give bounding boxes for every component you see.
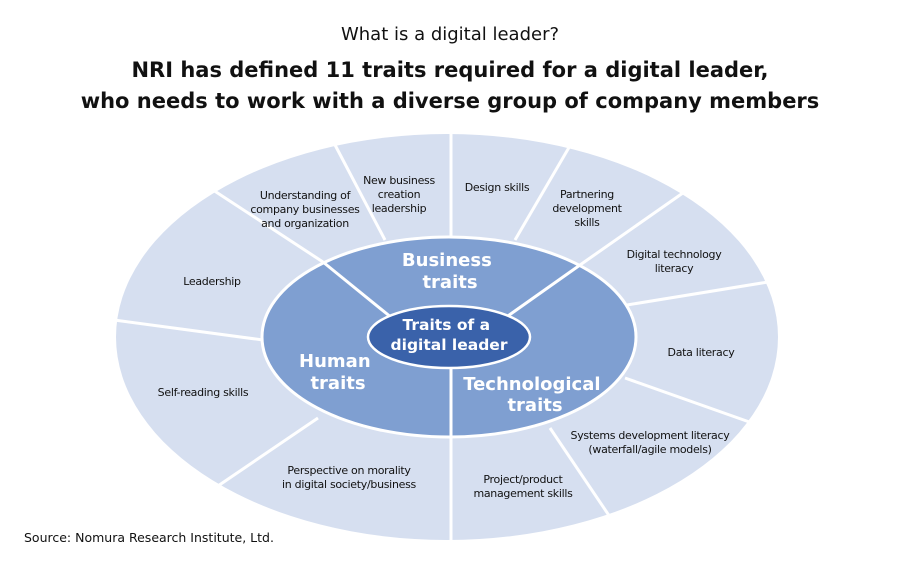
trait-label: Digital technology literacy	[627, 248, 723, 275]
core-ellipse	[366, 304, 532, 370]
divider	[624, 376, 756, 426]
core-label: Traits of a digital leader	[391, 316, 508, 354]
trait-label: Systems development literacy (waterfall/a…	[571, 429, 731, 456]
divider	[548, 427, 612, 518]
trait-label: Partnering development skills	[552, 188, 622, 229]
trait-label: New business creation leadership	[363, 174, 435, 215]
trait-label: Perspective on morality in digital societ…	[282, 464, 416, 491]
trait-label: Self-reading skills	[158, 386, 249, 399]
outer-dividers	[113, 133, 775, 541]
category-technological: Technological traits	[463, 374, 607, 416]
trait-label: Project/product management skills	[473, 473, 573, 500]
divider	[212, 188, 324, 264]
trait-label: Understanding of company businesses and or…	[250, 189, 360, 230]
divider	[113, 318, 264, 342]
divider	[513, 143, 573, 241]
divider	[626, 279, 775, 307]
subtitle: What is a digital leader?	[340, 24, 560, 45]
source-note: Source: Nomura Research Institute, Ltd.	[24, 530, 274, 545]
middle-dividers	[322, 260, 581, 437]
divider	[332, 142, 387, 241]
divider	[504, 263, 581, 320]
category-business: Business traits	[402, 250, 498, 293]
trait-label: Design skills	[465, 181, 530, 194]
divider	[211, 416, 319, 492]
category-human: Human traits	[299, 351, 377, 394]
divider	[322, 260, 393, 320]
title-line-1: NRI has defined 11 traits required for a…	[131, 58, 769, 82]
divider	[579, 186, 691, 267]
trait-label: Leadership	[183, 275, 241, 288]
trait-labels: New business creation leadership Design ski…	[158, 174, 736, 500]
title-line-2: who needs to work with a diverse group o…	[80, 89, 820, 113]
trait-label: Data literacy	[668, 346, 736, 359]
